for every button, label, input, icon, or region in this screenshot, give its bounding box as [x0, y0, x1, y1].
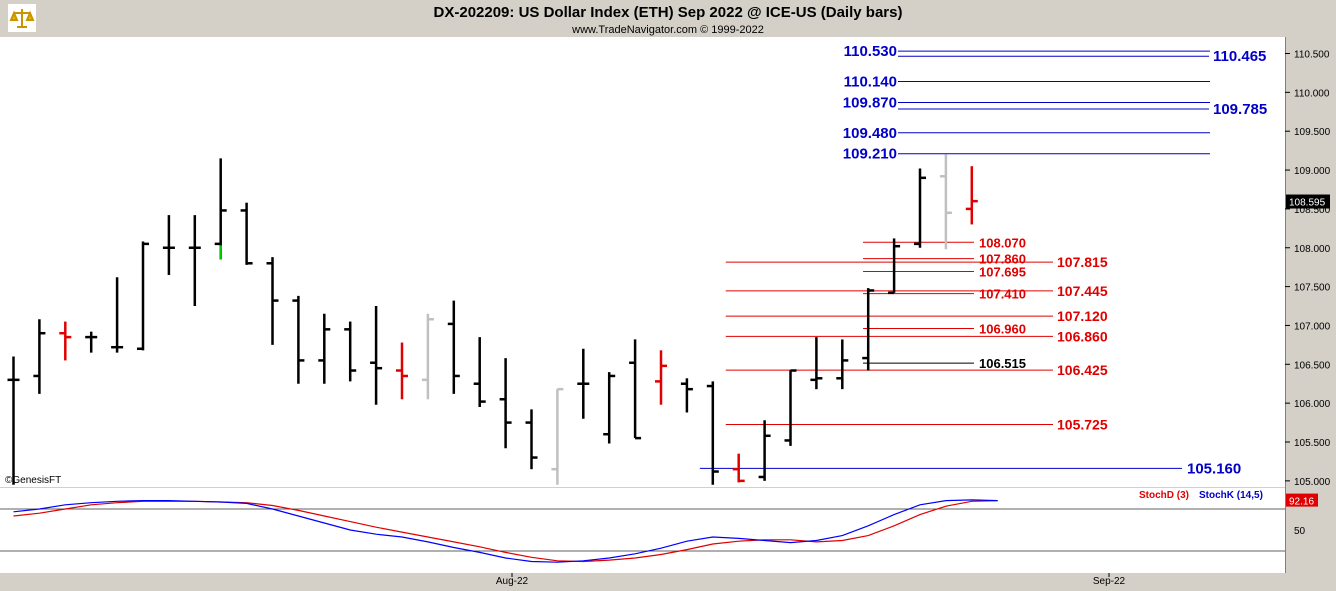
price-bar[interactable] [473, 337, 486, 408]
price-bar[interactable] [344, 321, 357, 382]
price-bar[interactable] [914, 168, 926, 248]
last-price-label: 108.595 [1289, 198, 1326, 209]
price-bar[interactable] [7, 356, 20, 485]
level-label: 105.160 [1187, 460, 1241, 477]
price-bar[interactable] [292, 295, 305, 384]
price-bar[interactable] [421, 313, 434, 400]
price-bar[interactable] [629, 339, 642, 440]
price-bar[interactable] [318, 313, 331, 384]
level-label: 107.120 [1057, 308, 1108, 324]
price-bar[interactable] [266, 257, 279, 345]
y-tick-label: 110.000 [1294, 88, 1330, 99]
stoch-last-label: 92.16 [1289, 497, 1314, 508]
y-tick-label: 107.000 [1294, 321, 1331, 332]
stoch-k-legend: StochK (14,5) [1199, 490, 1263, 501]
level-label: 106.860 [1057, 328, 1108, 344]
y-tick-label: 106.000 [1294, 399, 1331, 410]
level-label: 109.870 [843, 94, 897, 111]
price-bar[interactable] [188, 215, 201, 307]
y-tick-label: 106.500 [1294, 360, 1331, 371]
level-label: 106.515 [979, 356, 1026, 371]
y-tick-label: 110.500 [1294, 50, 1330, 61]
level-label: 110.530 [844, 43, 897, 60]
stoch-k-line [13, 499, 998, 563]
y-tick-label: 105.500 [1294, 438, 1331, 449]
level-label: 107.695 [979, 264, 1026, 279]
price-bar[interactable] [85, 331, 98, 353]
price-bar[interactable] [603, 372, 616, 444]
price-bar[interactable] [499, 358, 512, 449]
price-bar[interactable] [240, 202, 253, 265]
price-bar[interactable] [33, 319, 46, 394]
last-price-box [1286, 194, 1330, 209]
price-bar[interactable] [836, 339, 849, 390]
level-label: 106.960 [979, 322, 1026, 337]
price-bar[interactable] [680, 378, 693, 413]
level-label: 109.210 [843, 146, 897, 163]
price-bar[interactable] [965, 166, 978, 225]
price-bar[interactable] [447, 300, 460, 394]
price-bar[interactable] [810, 337, 823, 390]
price-bar[interactable] [939, 154, 952, 250]
level-label: 107.445 [1057, 283, 1108, 299]
y-tick-label: 108.000 [1294, 244, 1331, 255]
level-label: 109.480 [843, 125, 897, 142]
price-bar[interactable] [862, 288, 875, 371]
price-bar[interactable] [551, 387, 564, 485]
scales-logo-icon [8, 4, 36, 32]
price-bar[interactable] [888, 238, 901, 295]
price-bar[interactable] [396, 342, 408, 400]
y-tick-label: 105.000 [1294, 477, 1331, 488]
price-bar[interactable] [732, 453, 745, 483]
x-tick-label: Aug-22 [496, 576, 529, 587]
level-label: 105.725 [1057, 417, 1108, 433]
price-bar[interactable] [59, 321, 72, 361]
price-bar[interactable] [706, 381, 719, 485]
price-bar[interactable] [655, 350, 667, 405]
chart-title: DX-202209: US Dollar Index (ETH) Sep 202… [434, 4, 903, 21]
level-label: 107.815 [1057, 254, 1108, 270]
price-bar[interactable] [137, 241, 149, 351]
watermark: ©GenesisFT [5, 475, 61, 486]
chart-subtitle: www.TradeNavigator.com © 1999-2022 [571, 24, 764, 36]
stoch-last-box [1286, 493, 1318, 507]
y-tick-label: 108.500 [1294, 205, 1331, 216]
price-bar[interactable] [577, 348, 590, 419]
level-label: 109.785 [1213, 101, 1267, 118]
price-bar[interactable] [784, 369, 797, 446]
level-label: 107.860 [979, 252, 1026, 267]
price-bar[interactable] [370, 306, 383, 405]
level-label: 108.070 [979, 235, 1026, 250]
level-label: 110.140 [844, 73, 897, 90]
price-bar[interactable] [214, 158, 227, 260]
price-bar[interactable] [111, 277, 124, 353]
stoch-d-legend: StochD (3) [1139, 490, 1189, 501]
price-plot-area[interactable] [0, 37, 1285, 487]
y-tick-label: 109.500 [1294, 127, 1331, 138]
y-tick-label: 107.500 [1294, 283, 1331, 294]
level-label: 106.425 [1057, 362, 1108, 378]
level-label: 110.465 [1213, 48, 1266, 65]
price-bar[interactable] [758, 420, 771, 481]
y-tick-label: 109.000 [1294, 166, 1331, 177]
stoch-tick-label: 50 [1294, 526, 1306, 537]
price-bar[interactable] [525, 409, 538, 470]
price-bar[interactable] [162, 215, 175, 275]
level-label: 107.410 [979, 287, 1026, 302]
x-tick-label: Sep-22 [1093, 576, 1126, 587]
